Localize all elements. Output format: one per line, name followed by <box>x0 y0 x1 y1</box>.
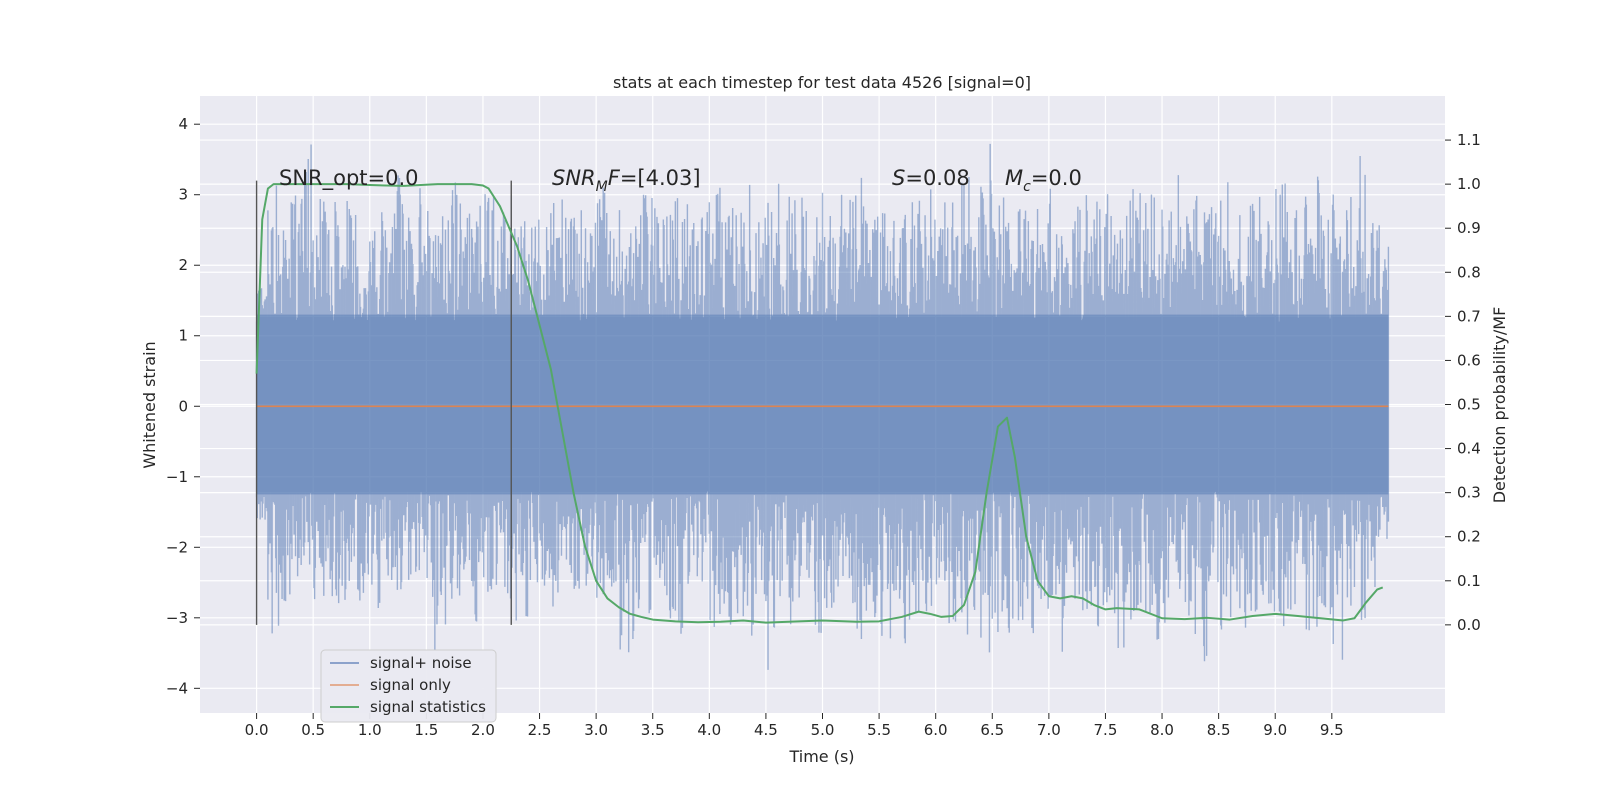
x-tick-label: 7.0 <box>1037 721 1061 739</box>
y-tick-label: −2 <box>166 538 188 556</box>
x-tick-label: 4.0 <box>697 721 721 739</box>
y-axis-label: Whitened strain <box>140 341 159 468</box>
y2-tick-label: 0.0 <box>1457 616 1481 634</box>
legend-label-signal-statistics: signal statistics <box>370 698 486 716</box>
y2-tick-label: 0.4 <box>1457 440 1481 458</box>
annotation-s: S=0.08 <box>892 166 970 190</box>
y2-axis-label: Detection probability/MF <box>1490 307 1509 504</box>
y2-tick-label: 0.6 <box>1457 351 1481 369</box>
x-tick-label: 2.0 <box>471 721 495 739</box>
series-signal-noise <box>255 143 1390 670</box>
legend-label-signal-noise: signal+ noise <box>370 654 472 672</box>
x-tick-label: 8.5 <box>1207 721 1231 739</box>
y-tick-label: −1 <box>166 468 188 486</box>
annotation-snr-mf: SNRMF=[4.03] <box>552 166 701 195</box>
x-tick-label: 1.5 <box>414 721 438 739</box>
x-tick-label: 2.5 <box>528 721 552 739</box>
y2-tick-label: 0.8 <box>1457 263 1481 281</box>
signal-noise-band <box>256 314 1389 495</box>
annotation-mc: Mc=0.0 <box>1005 166 1082 195</box>
y-tick-label: −3 <box>166 609 188 627</box>
y-tick-label: 3 <box>178 186 188 204</box>
x-tick-label: 1.0 <box>358 721 382 739</box>
signal-statistics-line <box>255 183 1384 624</box>
y2-tick-label: 0.7 <box>1457 307 1481 325</box>
annotation-snr-opt: SNR_opt=0.0 <box>279 166 419 191</box>
x-tick-label: 5.5 <box>867 721 891 739</box>
y-tick-label: 4 <box>178 115 188 133</box>
y-tick-label: 2 <box>178 256 188 274</box>
chart-title: stats at each timestep for test data 452… <box>613 73 1031 92</box>
series-signal-statistics <box>255 183 1384 624</box>
x-tick-label: 8.0 <box>1150 721 1174 739</box>
y2-tick-label: 1.0 <box>1457 175 1481 193</box>
y-tick-label: 1 <box>178 327 188 345</box>
y-tick-label: 0 <box>178 397 188 415</box>
x-axis-label: Time (s) <box>788 747 854 766</box>
x-tick-label: 6.5 <box>980 721 1004 739</box>
y-tick-label: −4 <box>166 679 188 697</box>
y2-tick-label: 1.1 <box>1457 131 1481 149</box>
legend-box <box>320 649 497 723</box>
x-tick-label: 6.0 <box>924 721 948 739</box>
x-tick-label: 9.0 <box>1263 721 1287 739</box>
x-tick-label: 9.5 <box>1320 721 1344 739</box>
axis-ticks: 0.0 0.5 1.0 1.5 2.0 2.5 3.0 3.5 4.0 4.5 5.0 5.5 6.0 6… <box>166 115 1481 739</box>
vertical-markers <box>255 180 512 625</box>
legend: signal+ noise signal only signal statist… <box>320 649 497 723</box>
y2-tick-label: 0.5 <box>1457 396 1481 414</box>
y2-tick-label: 0.2 <box>1457 528 1481 546</box>
x-tick-label: 3.5 <box>641 721 665 739</box>
y2-tick-label: 0.1 <box>1457 572 1481 590</box>
y2-tick-label: 0.3 <box>1457 484 1481 502</box>
x-tick-label: 4.5 <box>754 721 778 739</box>
x-tick-label: 3.0 <box>584 721 608 739</box>
x-tick-label: 7.5 <box>1094 721 1118 739</box>
y2-tick-label: 0.9 <box>1457 219 1481 237</box>
x-tick-label: 0.5 <box>301 721 325 739</box>
x-tick-label: 0.0 <box>245 721 269 739</box>
x-tick-label: 5.0 <box>811 721 835 739</box>
legend-label-signal-only: signal only <box>370 676 451 694</box>
